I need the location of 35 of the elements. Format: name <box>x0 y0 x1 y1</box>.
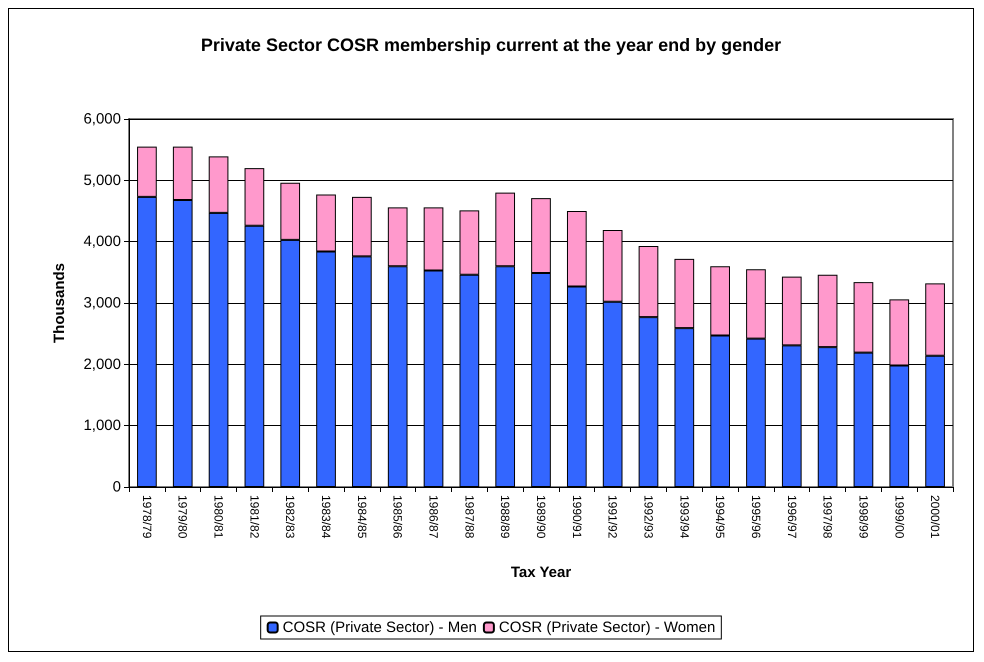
x-tick-label: 1989/90 <box>534 495 548 539</box>
x-tick-label: 1990/91 <box>570 495 584 539</box>
x-axis-title: Tax Year <box>510 564 572 581</box>
x-tick-label: 1993/94 <box>677 495 692 539</box>
chart-title: Private Sector COSR membership current at the year end by gender <box>200 35 782 55</box>
x-tick-label: 1982/83 <box>283 495 298 539</box>
y-tick-label: 0 <box>112 478 121 496</box>
y-tick-label: 3,000 <box>83 294 121 312</box>
x-tick-label: 1978/79 <box>140 495 154 539</box>
legend-label: COSR (Private Sector) - Women <box>498 619 716 636</box>
x-tick-label: 1988/89 <box>498 495 512 539</box>
x-tick-label: 1991/92 <box>606 495 620 539</box>
y-tick-label: 2,000 <box>83 356 121 373</box>
y-tick-label: 1,000 <box>83 417 121 434</box>
y-tick-label: 4,000 <box>83 233 121 250</box>
x-tick-label: 1983/84 <box>319 495 334 539</box>
x-tick-label: 1998/99 <box>856 495 870 539</box>
y-tick-label: 6,000 <box>83 110 121 128</box>
legend-label: COSR (Private Sector) - Men <box>282 619 477 636</box>
x-tick-label: 1992/93 <box>641 495 656 539</box>
x-tick-label: 1996/97 <box>784 495 799 539</box>
x-tick-label: 1984/85 <box>354 495 369 539</box>
x-tick-label: 1997/98 <box>820 495 835 539</box>
x-tick-label: 1980/81 <box>212 495 226 539</box>
y-tick-label: 5,000 <box>83 172 121 189</box>
x-tick-label: 1995/96 <box>748 495 763 539</box>
x-tick-label: 1985/86 <box>390 495 405 539</box>
x-tick-label: 1986/87 <box>426 495 441 539</box>
x-tick-label: 1979/80 <box>176 495 190 539</box>
y-axis-title: Thousands <box>51 262 68 344</box>
x-tick-label: 1994/95 <box>713 495 728 539</box>
x-tick-label: 1981/82 <box>247 495 262 539</box>
x-tick-label: 2000/01 <box>928 495 942 539</box>
x-tick-label: 1999/00 <box>892 495 906 539</box>
x-tick-label: 1987/88 <box>462 495 476 539</box>
